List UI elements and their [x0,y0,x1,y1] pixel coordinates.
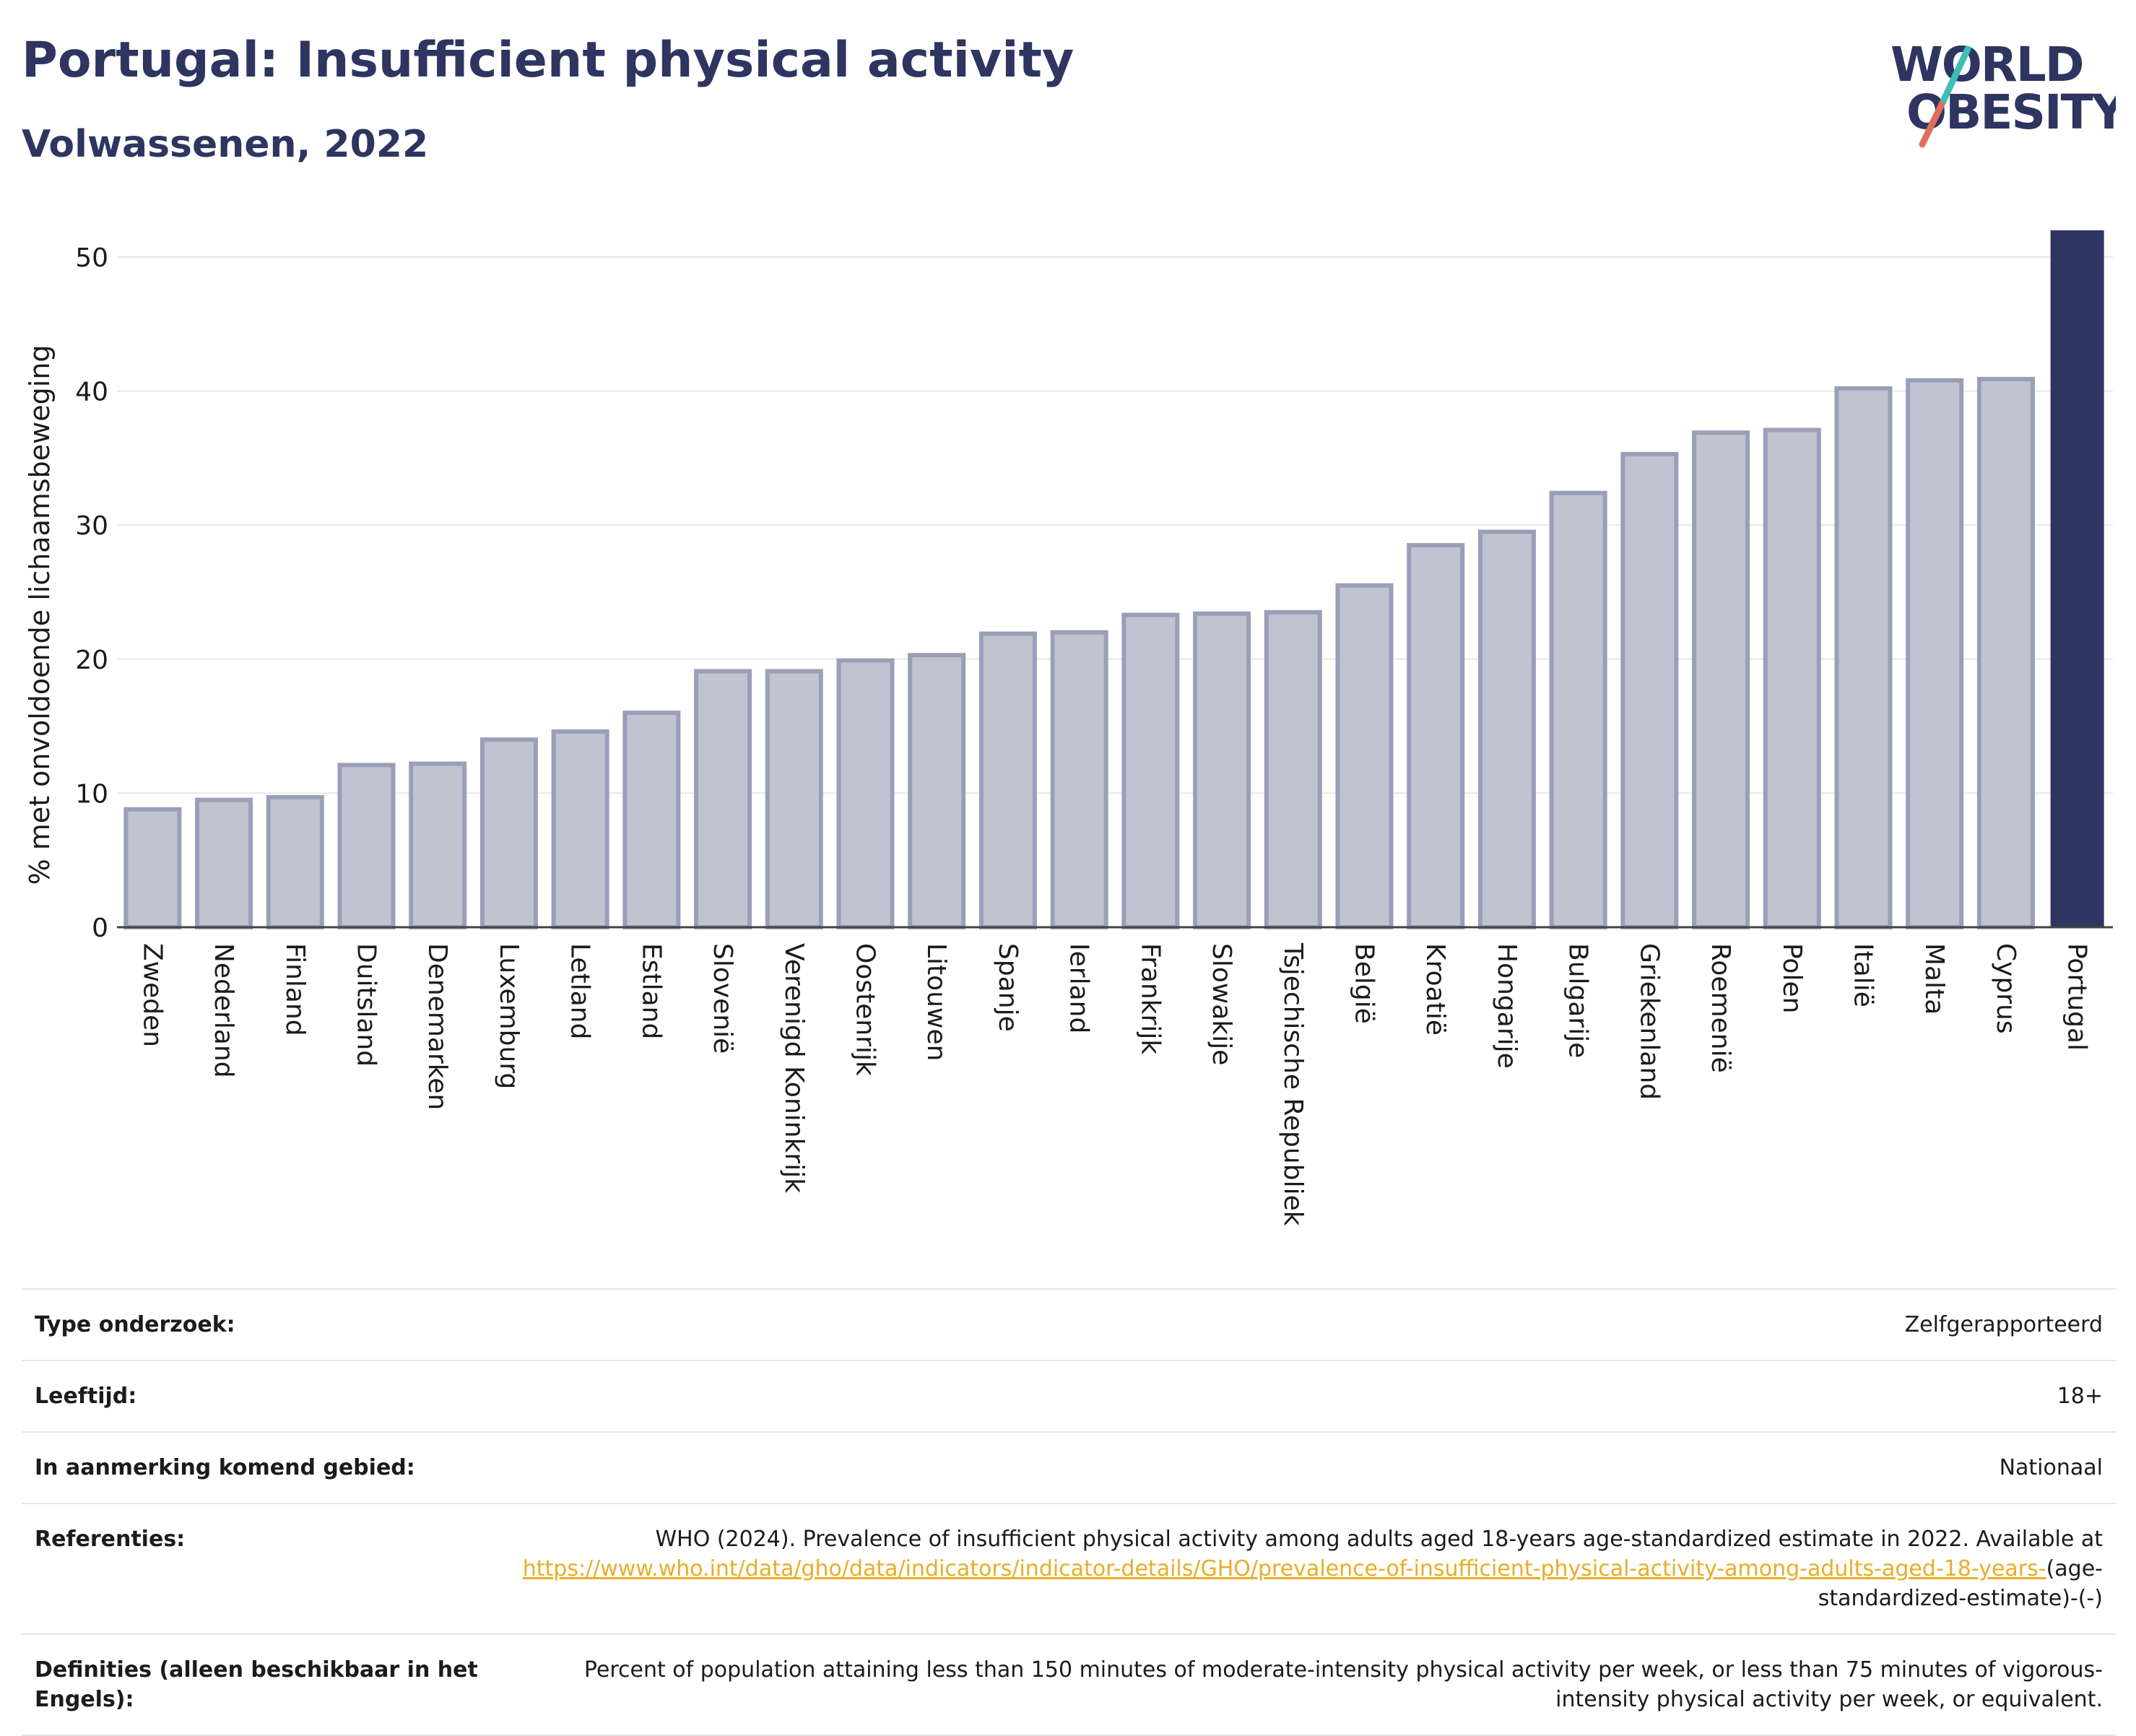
x-tick-label: Ierland [1064,943,1094,1033]
x-tick-label: Denemarken [422,943,452,1110]
info-row-area: In aanmerking komend gebied: Nationaal [22,1433,2116,1504]
bar-italië [1834,386,1893,929]
bar-estland [622,711,681,929]
x-tick-label: Slovenië [708,943,737,1054]
bar-ierland [1050,630,1108,929]
x-tick-label: Luxemburg [494,943,524,1089]
bar-tsjechische-republiek [1264,609,1322,930]
info-row-definitions: Definities (alleen beschikbaar in het En… [22,1635,2116,1736]
info-table: Type onderzoek: Zelfgerapporteerd Leefti… [22,1288,2116,1736]
logo-line1: WORLD [1890,37,2083,92]
reference-text: WHO (2024). Prevalence of insufficient p… [655,1527,2103,1552]
bar-nederland [195,797,253,930]
info-value: Nationaal [1999,1455,2103,1480]
x-tick-label: Duitsland [352,943,381,1067]
y-tick-label: 40 [75,378,108,407]
x-tick-label: Slowakije [1207,943,1236,1065]
x-tick-label: Nederland [209,943,238,1078]
bar-finland [266,794,324,930]
bar-hongarije [1477,529,1536,929]
info-value: 18+ [2057,1384,2103,1409]
x-tick-label: Finland [280,943,310,1036]
x-tick-label: Cyprus [1991,943,2020,1034]
bar-malta [1906,378,1964,929]
page-title: Portugal: Insufficient physical activity [22,32,1074,89]
info-row-references: Referenties: WHO (2024). Prevalence of i… [22,1504,2116,1635]
x-tick-label: Polen [1777,943,1807,1013]
x-tick-label: Malta [1919,943,1949,1015]
y-tick-label: 0 [92,913,108,943]
world-obesity-logo: WORLD OBESITY [1890,37,2116,148]
bar-zweden [123,807,182,929]
bar-slowakije [1193,611,1251,929]
bar-bulgarije [1549,490,1607,929]
bar-duitsland [337,763,396,929]
logo-slash-teal [1940,45,1971,103]
x-tick-label: Italië [1849,943,1878,1007]
bar-spanje [978,631,1037,929]
bar-letland [551,729,609,929]
x-tick-label: Litouwen [921,943,951,1061]
bar-chart: 0 10 20 30 40 50 % met onvoldoende lichaamsbew… [24,230,2113,1226]
bar-polen [1763,428,1821,929]
x-tick-label: Griekenland [1634,943,1664,1100]
bar-luxemburg [479,737,538,930]
x-tick-label: Estland [636,943,666,1039]
x-tick-label: Bulgarije [1563,943,1593,1058]
bar-roemenië [1692,430,1750,929]
info-label: Leeftijd: [35,1384,137,1409]
logo-slash-red [1919,96,1948,148]
y-axis-title: % met onvoldoende lichaamsbeweging [24,344,56,885]
y-tick-label: 10 [75,779,108,809]
x-tick-label: België [1350,943,1379,1024]
bar-denemarken [409,761,467,929]
bar-verenigd-koninkrijk [765,669,823,930]
y-tick-label: 30 [75,511,108,541]
x-tick-label: Spanje [993,943,1023,1032]
x-tick-label: Letland [565,943,595,1039]
y-tick-label: 50 [75,243,108,273]
bar-kroatië [1407,543,1465,929]
reference-suffix: (age-standardized-estimate)-(-) [1818,1556,2103,1611]
x-tick-label: Kroatië [1420,943,1450,1036]
bar-portugal [2050,230,2104,927]
bar-slovenië [694,669,752,930]
x-tick-label: Portugal [2062,943,2092,1051]
reference-link[interactable]: https://www.who.int/data/gho/data/indica… [522,1556,2046,1581]
y-tick-label: 20 [75,646,108,675]
bar-litouwen [908,653,966,929]
x-tick-label: Hongarije [1492,943,1521,1069]
bar-cyprus [1976,376,2035,929]
x-tick-label: Verenigd Koninkrijk [779,943,809,1193]
x-tick-label: Roemenië [1706,943,1735,1073]
info-value: WHO (2024). Prevalence of insufficient p… [497,1524,2103,1613]
bar-frankrijk [1121,612,1180,929]
info-value: Zelfgerapporteerd [1904,1312,2103,1337]
info-row-type: Type onderzoek: Zelfgerapporteerd [22,1290,2116,1361]
info-row-age: Leeftijd: 18+ [22,1361,2116,1433]
info-value: Percent of population attaining less tha… [583,1657,2103,1712]
bar-oostenrijk [836,658,895,929]
bar-belgië [1335,583,1394,929]
x-tick-label: Zweden [137,943,167,1047]
x-tick-label: Frankrijk [1135,943,1165,1054]
x-tick-label: Tsjechische Republiek [1278,942,1308,1226]
page-subtitle: Volwassenen, 2022 [22,123,429,166]
info-label: Definities (alleen beschikbaar in het En… [35,1657,478,1712]
x-tick-label: Oostenrijk [851,943,880,1076]
info-label: Referenties: [35,1527,186,1552]
info-label: Type onderzoek: [35,1312,235,1337]
bar-griekenland [1620,451,1679,929]
info-label: In aanmerking komend gebied: [35,1455,415,1480]
